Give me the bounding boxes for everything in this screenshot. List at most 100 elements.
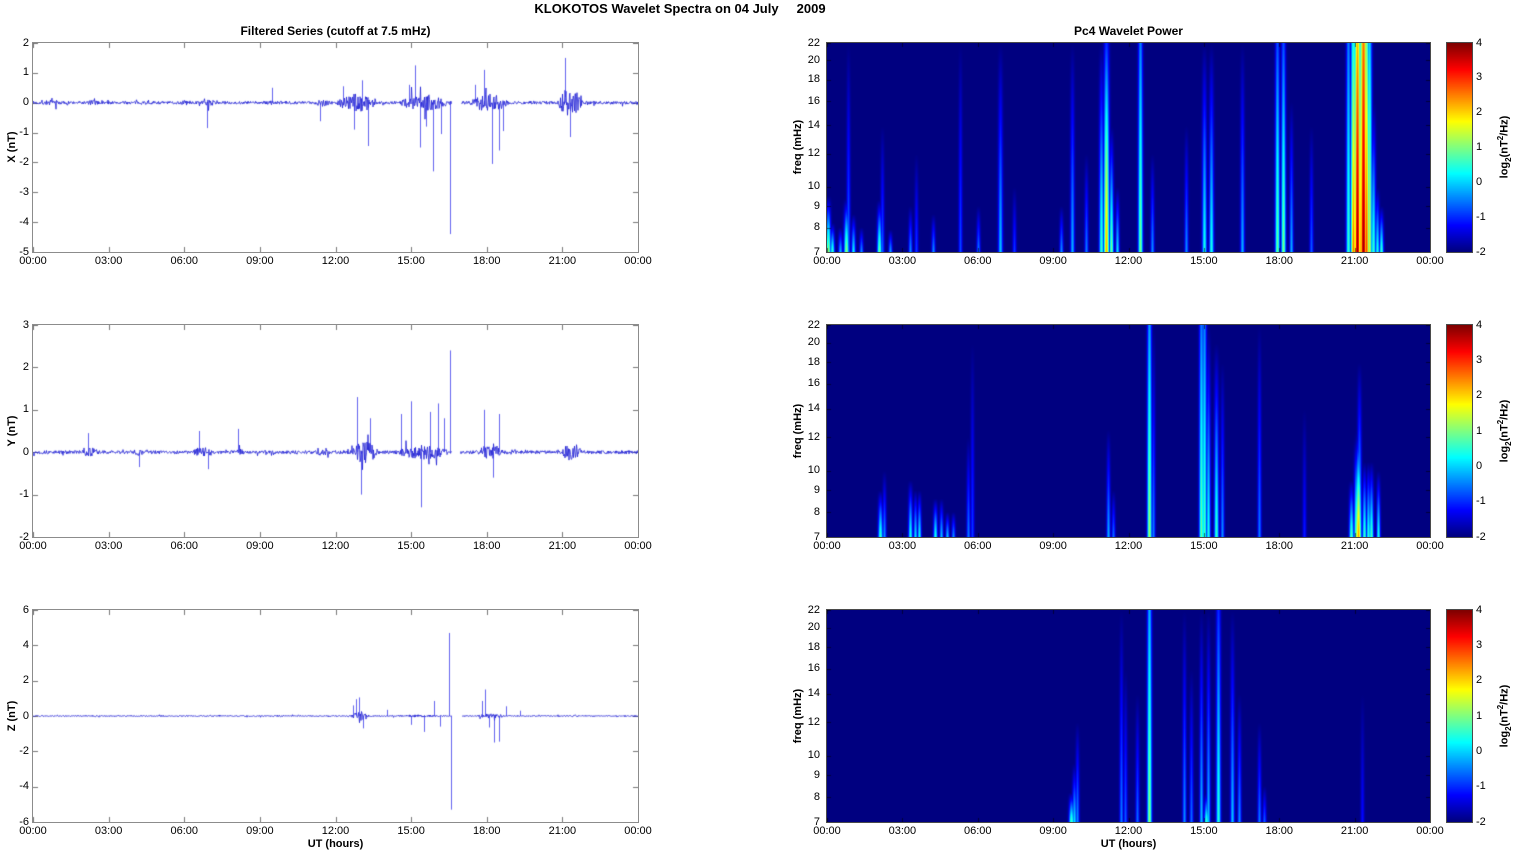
x-tick-label: 03:00 (94, 540, 123, 552)
x-tick-label: 18:00 (472, 255, 501, 267)
x-tick-label: 18:00 (1265, 540, 1294, 552)
colorbar-tick-label: 0 (1476, 176, 1483, 188)
freq-tick-label: 7 (813, 816, 820, 828)
y-tick-label: 0 (22, 710, 29, 722)
y-tick-label: 2 (22, 361, 29, 373)
x-tick-label: 00:00 (813, 540, 841, 552)
y-tick-label: 0 (22, 96, 29, 108)
y-tick-label: -5 (19, 246, 29, 258)
y-spectrogram-panel (826, 324, 1431, 538)
freq-tick-label: 7 (813, 246, 820, 258)
x-tick-label: 15:00 (397, 540, 425, 552)
colorbar-x (1446, 42, 1473, 253)
figure-title: KLOKOTOS Wavelet Spectra on 04 July 2009 (534, 1, 826, 16)
x-tick-label: 03:00 (94, 825, 123, 837)
y-tick-label: -2 (19, 531, 29, 543)
x-tick-label: 12:00 (1114, 540, 1143, 552)
freq-tick-label: 10 (807, 180, 820, 192)
y-axis-label-x-nt: X (nT) (6, 131, 18, 163)
freq-tick-label: 12 (807, 431, 820, 443)
freq-tick-label: 20 (807, 336, 820, 348)
x-tick-label: 03:00 (888, 255, 917, 267)
z-spectrogram-panel (826, 609, 1431, 823)
y-tick-label: 1 (22, 66, 29, 78)
x-tick-label: 12:00 (1114, 825, 1143, 837)
colorbar-tick-label: 2 (1476, 674, 1483, 686)
z-spectrogram-canvas (827, 610, 1430, 822)
z-timeseries-panel (32, 609, 639, 823)
y-spectrogram-canvas (827, 325, 1430, 537)
x-tick-label: 09:00 (1039, 825, 1067, 837)
x-timeseries-panel (32, 42, 639, 253)
x-tick-label: 06:00 (963, 540, 992, 552)
x-tick-label: 18:00 (1265, 825, 1294, 837)
freq-tick-label: 9 (813, 200, 820, 212)
x-tick-label: 00:00 (624, 255, 652, 267)
freq-tick-label: 14 (807, 687, 820, 699)
freq-tick-label: 8 (813, 221, 820, 233)
x-tick-label: 15:00 (1190, 540, 1218, 552)
filtered-series-title: Filtered Series (cutoff at 7.5 mHz) (240, 24, 431, 38)
x-tick-label: 21:00 (1340, 825, 1369, 837)
freq-tick-label: 8 (813, 506, 820, 518)
x-tick-label: 00:00 (624, 540, 652, 552)
freq-tick-label: 14 (807, 402, 820, 414)
y-tick-label: -4 (19, 216, 29, 228)
x-tick-label: 09:00 (246, 825, 274, 837)
x-tick-label: 06:00 (170, 825, 199, 837)
x-tick-label: 12:00 (1114, 255, 1143, 267)
colorbar-tick-label: 4 (1476, 604, 1483, 616)
y-tick-label: -2 (19, 156, 29, 168)
y-tick-label: -2 (19, 745, 29, 757)
x-tick-label: 06:00 (963, 255, 992, 267)
x-tick-label: 12:00 (321, 540, 350, 552)
x-timeseries-canvas (33, 43, 638, 252)
colorbar-tick-label: -1 (1476, 780, 1486, 792)
freq-tick-label: 10 (807, 749, 820, 761)
freq-tick-label: 9 (813, 484, 820, 496)
x-tick-label: 21:00 (1340, 540, 1369, 552)
y-tick-label: -6 (19, 816, 29, 828)
x-tick-label: 00:00 (19, 825, 47, 837)
freq-tick-label: 16 (807, 377, 820, 389)
y-tick-label: 6 (22, 604, 29, 616)
y-timeseries-canvas (33, 325, 638, 537)
x-tick-label: 21:00 (548, 255, 577, 267)
freq-tick-label: 12 (807, 716, 820, 728)
colorbar-tick-label: 1 (1476, 141, 1483, 153)
freq-tick-label: 14 (807, 119, 820, 131)
colorbar-tick-label: -2 (1476, 531, 1486, 543)
x-tick-label: 21:00 (548, 825, 577, 837)
x-tick-label: 00:00 (813, 255, 841, 267)
colorbar-tick-label: 2 (1476, 106, 1483, 118)
x-tick-label: 21:00 (1340, 255, 1369, 267)
colorbar-y (1446, 324, 1473, 538)
x-tick-label: 00:00 (1416, 255, 1444, 267)
x-tick-label: 15:00 (397, 825, 425, 837)
freq-tick-label: 8 (813, 791, 820, 803)
x-tick-label: 09:00 (1039, 540, 1067, 552)
freq-tick-label: 22 (807, 37, 820, 49)
y-tick-label: 1 (22, 403, 29, 415)
colorbar-tick-label: 1 (1476, 425, 1483, 437)
x-tick-label: 09:00 (246, 540, 274, 552)
y-tick-label: 0 (22, 446, 29, 458)
colorbar-z-canvas (1447, 610, 1472, 822)
colorbar-tick-label: 0 (1476, 460, 1483, 472)
x-tick-label: 18:00 (472, 540, 501, 552)
y-tick-label: -1 (19, 488, 29, 500)
colorbar-tick-label: 4 (1476, 319, 1483, 331)
freq-tick-label: 22 (807, 319, 820, 331)
x-tick-label: 12:00 (321, 255, 350, 267)
colorbar-tick-label: -1 (1476, 495, 1486, 507)
x-tick-label: 21:00 (548, 540, 577, 552)
y-axis-label-y-nt: Y (nT) (6, 415, 18, 447)
freq-tick-label: 10 (807, 464, 820, 476)
y-tick-label: -4 (19, 780, 29, 792)
freq-tick-label: 18 (807, 73, 820, 85)
colorbar-z (1446, 609, 1473, 823)
colorbar-x-canvas (1447, 43, 1472, 252)
x-spectrogram-canvas (827, 43, 1430, 252)
x-tick-label: 12:00 (321, 825, 350, 837)
x-tick-label: 03:00 (94, 255, 123, 267)
